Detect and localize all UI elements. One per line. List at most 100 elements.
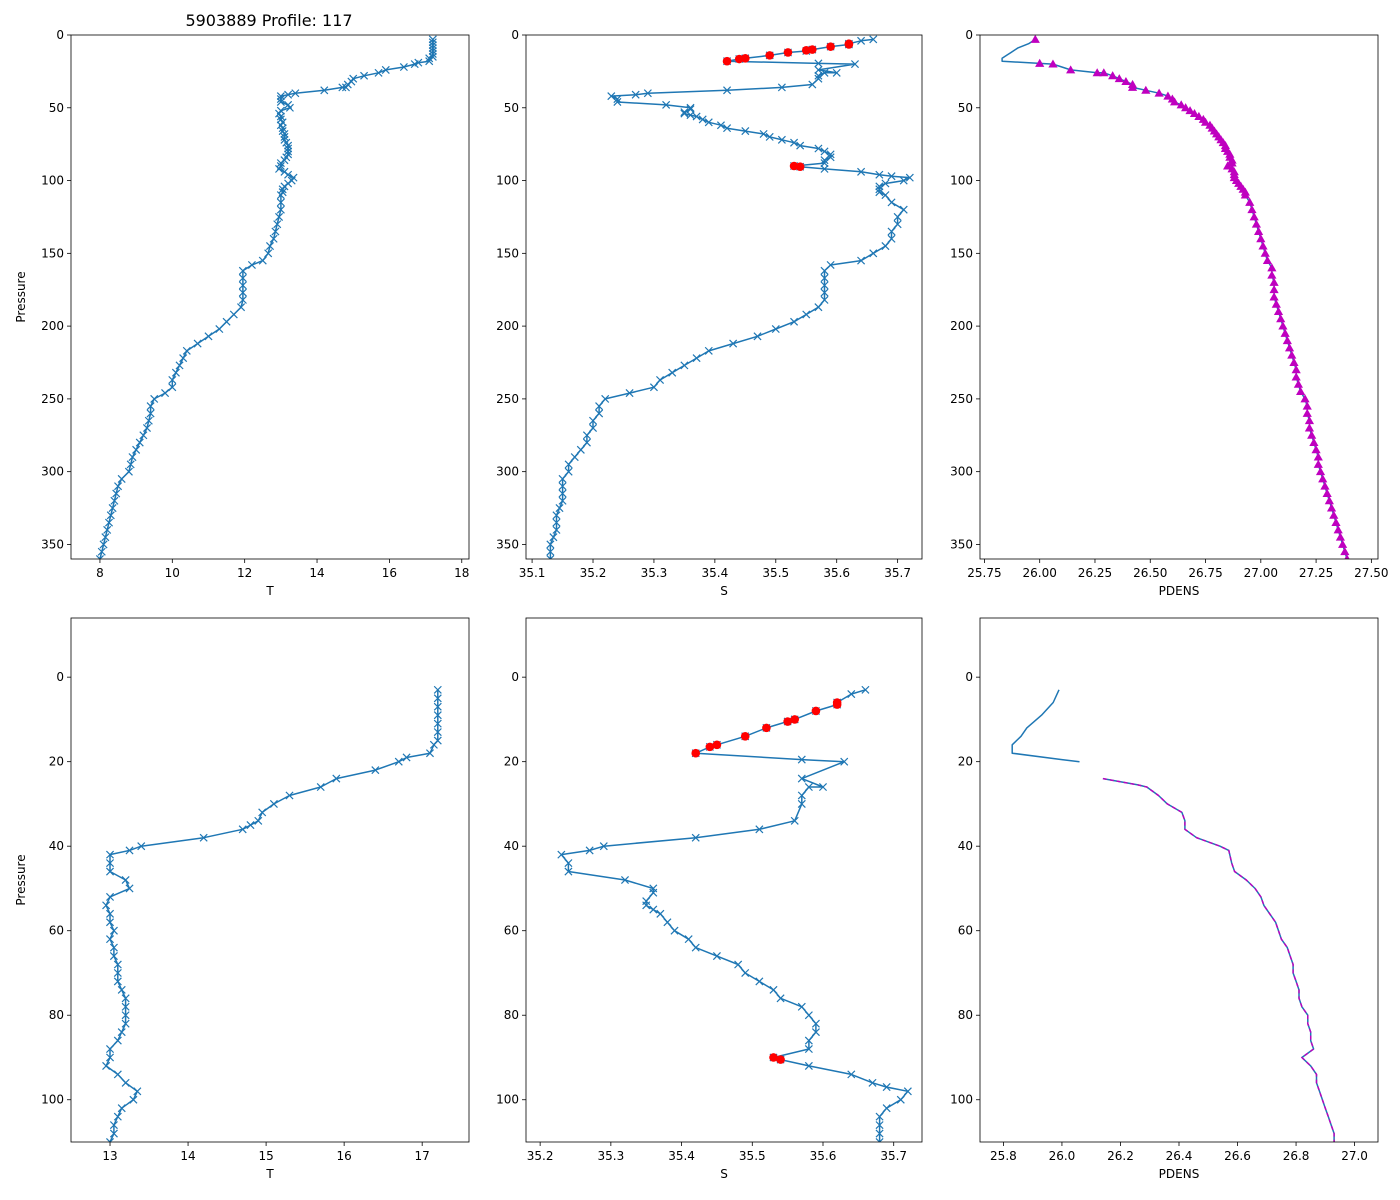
- data-point-x: [410, 60, 419, 69]
- data-point-triangle: [1154, 88, 1164, 97]
- data-point-x: [105, 935, 115, 944]
- data-point-x: [804, 783, 813, 792]
- series-line: [99, 39, 434, 559]
- x-tick-label: 35.7: [884, 566, 911, 580]
- data-point-x: [276, 198, 285, 207]
- data-point-x: [686, 105, 695, 114]
- data-point-triangle: [1141, 85, 1151, 94]
- data-point-x: [247, 260, 256, 270]
- data-point-triangle: [1267, 270, 1277, 279]
- data-point-x: [887, 172, 896, 181]
- data-point-x: [656, 375, 665, 384]
- y-tick-label: 250: [950, 392, 973, 406]
- data-point-x: [868, 1078, 877, 1087]
- data-point-x: [790, 816, 799, 825]
- data-point-x: [552, 511, 561, 520]
- data-point-x: [105, 850, 115, 859]
- data-point-flag: [722, 56, 732, 66]
- x-tick-label: 27.0: [1341, 1149, 1368, 1163]
- data-point-flag: [691, 748, 701, 758]
- data-point-x: [903, 1087, 912, 1096]
- data-point-triangle: [1331, 518, 1341, 527]
- data-point-x: [113, 968, 122, 977]
- chart-t_top: 8 10 12 14 16 18 0 50 100 150 200 250 300 350 T Pressur…: [14, 28, 469, 598]
- chart-s_top: 35.1 35.2 35.3 35.4 35.5 35.6 35.7 0 50 100 150 200…: [496, 28, 923, 598]
- x-tick-label: 35.6: [823, 566, 850, 580]
- data-point-x: [771, 324, 780, 334]
- plot-area: [1011, 689, 1335, 1142]
- data-point-triangle: [1262, 256, 1273, 265]
- axes-frame: [979, 34, 1379, 560]
- data-point-x: [341, 83, 351, 92]
- data-point-x: [316, 783, 325, 792]
- series-line: [1001, 38, 1348, 559]
- data-point-x: [741, 968, 750, 977]
- data-point-x: [869, 249, 878, 258]
- data-point-x: [265, 242, 275, 251]
- data-point-x: [99, 540, 108, 549]
- data-point-x: [797, 799, 806, 808]
- data-point-x: [182, 346, 191, 355]
- data-point-triangle: [1276, 314, 1286, 323]
- data-point-x: [284, 170, 293, 179]
- data-point-x: [582, 431, 591, 440]
- data-point-x: [552, 525, 561, 534]
- data-point-x: [97, 547, 106, 556]
- data-point-x: [238, 266, 247, 275]
- axes-frame: [525, 617, 923, 1143]
- data-point-x: [875, 170, 884, 179]
- data-point-x: [595, 402, 604, 411]
- data-point-x: [887, 198, 896, 207]
- data-point-x: [847, 690, 856, 699]
- data-point-x: [105, 1137, 115, 1142]
- data-point-x: [777, 83, 786, 92]
- y-tick-label: 60: [49, 924, 64, 938]
- data-point-x: [428, 44, 437, 53]
- data-point-x: [433, 685, 442, 694]
- data-point-flag: [769, 1053, 778, 1062]
- data-point-x: [570, 453, 579, 462]
- data-point-x: [704, 118, 713, 127]
- data-point-x: [105, 892, 115, 901]
- data-point-triangle: [1282, 336, 1292, 345]
- data-point-flag: [844, 40, 854, 49]
- data-point-x: [820, 156, 829, 165]
- data-point-x: [814, 303, 823, 312]
- data-point-x: [649, 905, 658, 914]
- data-point-x: [280, 129, 289, 139]
- data-point-x: [887, 234, 896, 243]
- data-point-x: [139, 431, 148, 440]
- x-axis-label: T: [265, 1167, 274, 1181]
- data-point-x: [850, 60, 860, 69]
- data-point-x: [428, 46, 437, 56]
- y-tick-label: 20: [49, 755, 64, 769]
- data-point-x: [613, 97, 622, 106]
- data-point-x: [284, 147, 293, 156]
- series-line: [560, 689, 909, 1142]
- data-point-x: [857, 256, 866, 265]
- data-point-x: [691, 943, 700, 952]
- data-point-x: [101, 533, 110, 542]
- data-point-flag: [783, 717, 792, 726]
- data-point-triangle: [1185, 106, 1195, 115]
- data-point-x: [893, 212, 902, 221]
- y-tick-label: 100: [41, 174, 64, 188]
- data-point-x: [804, 1036, 813, 1045]
- y-tick-label: 350: [41, 537, 64, 551]
- data-point-triangle: [1304, 423, 1315, 432]
- data-point-x: [549, 533, 558, 542]
- plot-area: [557, 685, 912, 1142]
- axes-frame: [979, 617, 1379, 1143]
- x-tick-label: 35.7: [880, 1149, 907, 1163]
- data-point-x: [429, 740, 438, 749]
- x-tick-label: 26.50: [1133, 566, 1167, 580]
- data-point-x: [712, 952, 721, 961]
- data-point-triangle: [1287, 350, 1297, 359]
- data-point-triangle: [1245, 197, 1255, 206]
- series-s: [546, 35, 914, 559]
- y-tick-label: 40: [49, 839, 64, 853]
- data-point-x: [643, 89, 652, 98]
- data-point-triangle: [1344, 554, 1350, 559]
- data-point-x: [273, 220, 282, 229]
- data-point-x: [691, 833, 700, 842]
